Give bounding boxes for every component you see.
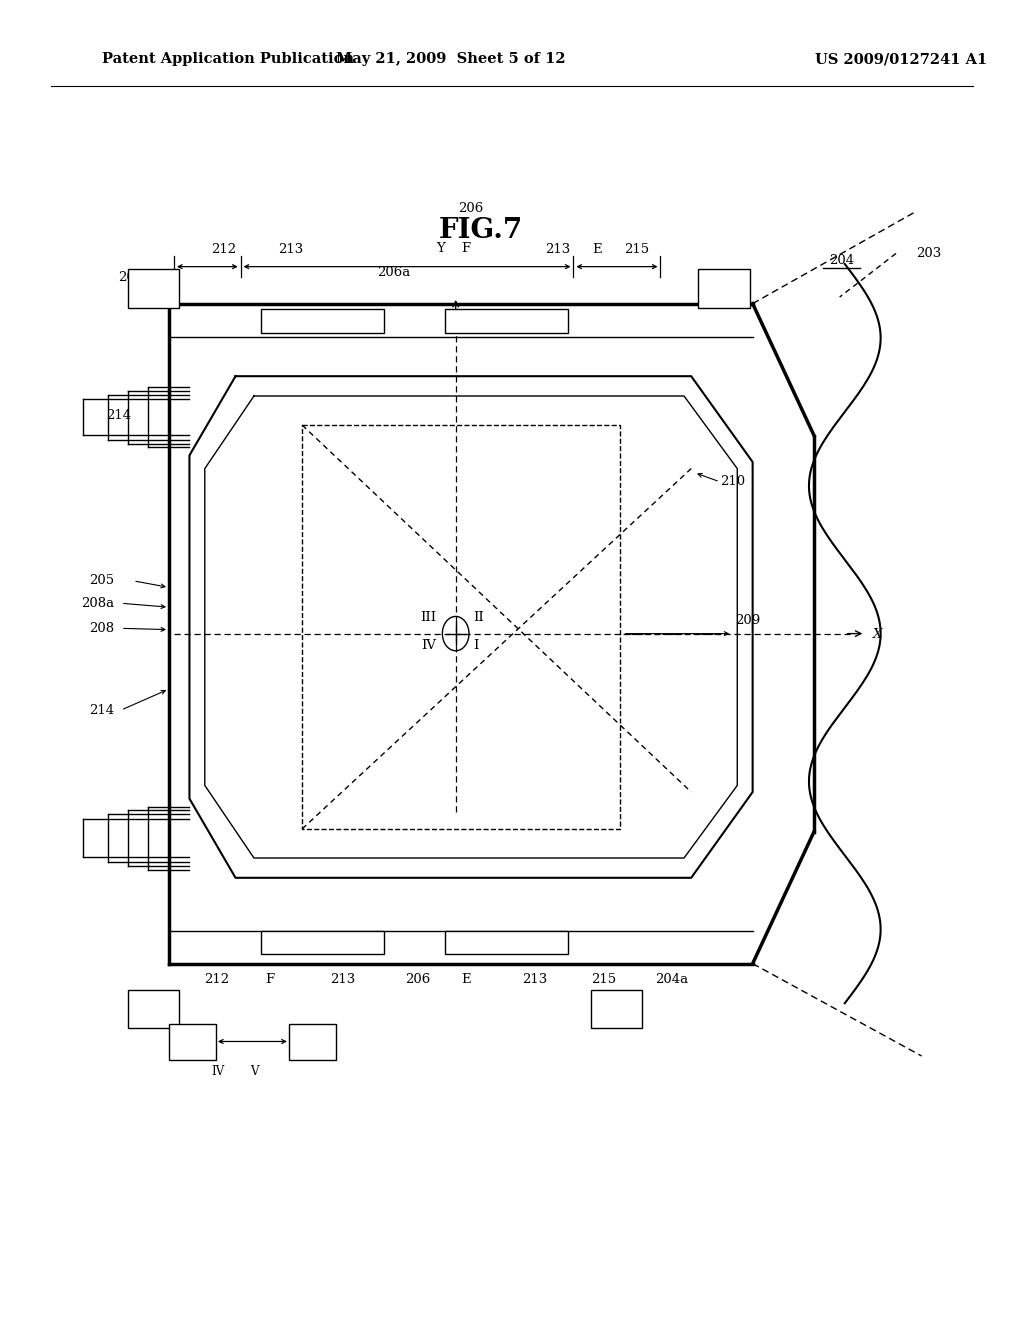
Bar xyxy=(261,931,384,954)
Text: 204a: 204a xyxy=(655,973,688,986)
Text: I: I xyxy=(473,639,478,652)
Text: 208: 208 xyxy=(89,622,115,635)
Text: 213: 213 xyxy=(522,973,547,986)
Text: 206a: 206a xyxy=(378,265,411,279)
Text: III: III xyxy=(420,611,436,624)
Text: P-: P- xyxy=(186,1035,199,1048)
Text: E: E xyxy=(461,973,471,986)
Text: 205: 205 xyxy=(89,574,115,587)
Text: R+: R+ xyxy=(606,1002,627,1015)
Text: P+: P+ xyxy=(303,1035,322,1048)
Text: R-: R- xyxy=(717,281,731,294)
Text: X: X xyxy=(872,628,882,642)
Text: 213: 213 xyxy=(546,243,570,256)
Text: F: F xyxy=(265,973,273,986)
Text: FIG.7: FIG.7 xyxy=(439,218,523,244)
Text: IV: IV xyxy=(212,1065,224,1078)
Bar xyxy=(261,309,384,333)
FancyBboxPatch shape xyxy=(169,1024,216,1060)
FancyBboxPatch shape xyxy=(289,1024,336,1060)
Text: 206b: 206b xyxy=(118,271,152,284)
Text: 214: 214 xyxy=(89,704,115,717)
Text: 213: 213 xyxy=(331,973,355,986)
Text: Patent Application Publication: Patent Application Publication xyxy=(102,53,354,66)
FancyBboxPatch shape xyxy=(591,990,642,1028)
Text: IV: IV xyxy=(421,639,436,652)
Text: 212: 212 xyxy=(211,243,236,256)
Text: US 2009/0127241 A1: US 2009/0127241 A1 xyxy=(815,53,987,66)
Text: II: II xyxy=(473,611,483,624)
Text: 212: 212 xyxy=(205,973,229,986)
FancyBboxPatch shape xyxy=(128,269,179,308)
FancyBboxPatch shape xyxy=(698,269,750,308)
FancyBboxPatch shape xyxy=(128,990,179,1028)
Text: 209: 209 xyxy=(735,614,761,627)
Text: May 21, 2009  Sheet 5 of 12: May 21, 2009 Sheet 5 of 12 xyxy=(336,53,565,66)
Text: 210: 210 xyxy=(720,475,745,488)
Text: 206: 206 xyxy=(459,202,483,215)
Text: 203: 203 xyxy=(916,247,942,260)
Text: Y: Y xyxy=(436,242,444,255)
Text: 208a: 208a xyxy=(82,597,115,610)
Text: 206: 206 xyxy=(406,973,430,986)
Text: R+: R+ xyxy=(143,281,164,294)
Text: 215: 215 xyxy=(625,243,649,256)
Text: V: V xyxy=(250,1065,258,1078)
Text: 204: 204 xyxy=(829,253,854,267)
Text: 213: 213 xyxy=(279,243,303,256)
Text: 215: 215 xyxy=(592,973,616,986)
Text: 214: 214 xyxy=(105,409,131,422)
Text: E: E xyxy=(592,243,601,256)
Text: F: F xyxy=(462,242,470,255)
Bar xyxy=(445,309,568,333)
Bar xyxy=(445,931,568,954)
Text: R-: R- xyxy=(146,1002,161,1015)
